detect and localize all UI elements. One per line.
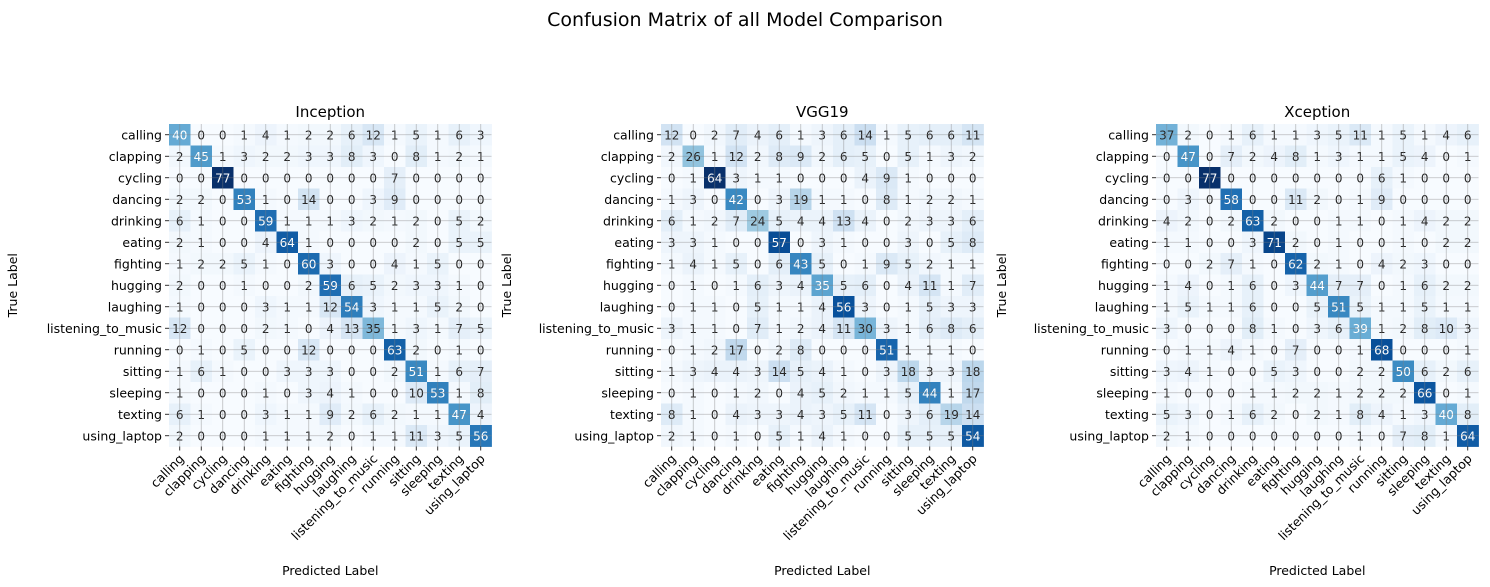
y-tick-label: fighting — [1101, 256, 1149, 271]
x-axis-label: Predicted Label — [1269, 563, 1365, 578]
y-tick-label: fighting — [114, 256, 162, 271]
figure-title: Confusion Matrix of all Model Comparison — [547, 9, 943, 31]
y-tick-label: sitting — [123, 364, 162, 379]
y-tick-label: using_laptop — [574, 428, 654, 443]
y-tick-label: sleeping — [109, 385, 162, 400]
panel-title: Xception — [1284, 103, 1350, 121]
y-tick-label: clapping — [109, 149, 162, 164]
y-tick-label: listening_to_music — [539, 321, 654, 336]
y-tick-label: sitting — [615, 364, 654, 379]
heatmap-inception: 40 0 0 1 4 1 2 2 6 12 1 5 1 6 32 45 1 3 2 2 3 3 8 3 0 8 1 2 10 0 77 0 0 0… — [5, 103, 492, 578]
y-tick-label: dancing — [112, 192, 162, 207]
y-tick-label: running — [114, 342, 162, 357]
heatmap-xception: 37 2 0 1 6 1 1 3 5 11 1 5 1 4 60 47 0 7 2 4 8 1 3 1 1 5 4 0 10 0 77 0 0 0… — [994, 103, 1479, 578]
y-axis-label: True Label — [994, 253, 1009, 318]
y-tick-label: laughing — [108, 299, 162, 314]
y-tick-label: eating — [614, 235, 654, 250]
y-tick-label: laughing — [1095, 299, 1149, 314]
y-axis-label: True Label — [5, 253, 20, 318]
x-axis-label: Predicted Label — [774, 563, 870, 578]
y-tick-label: dancing — [1099, 192, 1149, 207]
heatmap-panels: 40 0 0 1 4 1 2 2 6 12 1 5 1 6 32 45 1 3 2 2 3 3 8 3 0 8 1 2 10 0 77 0 0 0… — [5, 103, 1479, 578]
y-tick-label: hugging — [603, 278, 654, 293]
y-tick-label: using_laptop — [82, 428, 162, 443]
y-tick-label: cycling — [1105, 170, 1149, 185]
y-tick-label: drinking — [111, 213, 162, 228]
y-tick-label: sleeping — [1096, 385, 1149, 400]
y-axis-label: True Label — [499, 253, 514, 318]
y-tick-label: running — [1101, 342, 1149, 357]
y-tick-label: using_laptop — [1069, 428, 1149, 443]
heatmap-vgg19: 12 0 2 7 4 6 1 3 6 14 1 5 6 6 112 26 1 12 2 8 9 2 6 5 0 5 1 3 20 1 64 3… — [499, 103, 984, 578]
y-tick-label: drinking — [1098, 213, 1149, 228]
y-tick-label: sitting — [1110, 364, 1149, 379]
y-tick-label: texting — [610, 407, 654, 422]
y-tick-label: listening_to_music — [47, 321, 162, 336]
y-tick-label: texting — [1105, 407, 1149, 422]
panel-title: Inception — [295, 103, 365, 121]
y-tick-label: calling — [121, 127, 162, 142]
y-tick-label: hugging — [111, 278, 162, 293]
y-tick-label: dancing — [604, 192, 654, 207]
y-tick-label: laughing — [600, 299, 654, 314]
y-tick-label: running — [606, 342, 654, 357]
y-tick-label: calling — [613, 127, 654, 142]
y-tick-label: listening_to_music — [1034, 321, 1149, 336]
y-tick-label: drinking — [603, 213, 654, 228]
y-tick-label: calling — [1108, 127, 1149, 142]
panel-title: VGG19 — [796, 103, 849, 121]
x-axis-label: Predicted Label — [282, 563, 378, 578]
y-tick-label: eating — [1109, 235, 1149, 250]
y-tick-label: fighting — [606, 256, 654, 271]
y-tick-label: clapping — [1096, 149, 1149, 164]
y-tick-label: texting — [118, 407, 162, 422]
y-tick-label: cycling — [610, 170, 654, 185]
y-tick-label: eating — [122, 235, 162, 250]
y-tick-label: sleeping — [601, 385, 654, 400]
y-tick-label: clapping — [601, 149, 654, 164]
y-tick-label: hugging — [1098, 278, 1149, 293]
y-tick-label: cycling — [118, 170, 162, 185]
